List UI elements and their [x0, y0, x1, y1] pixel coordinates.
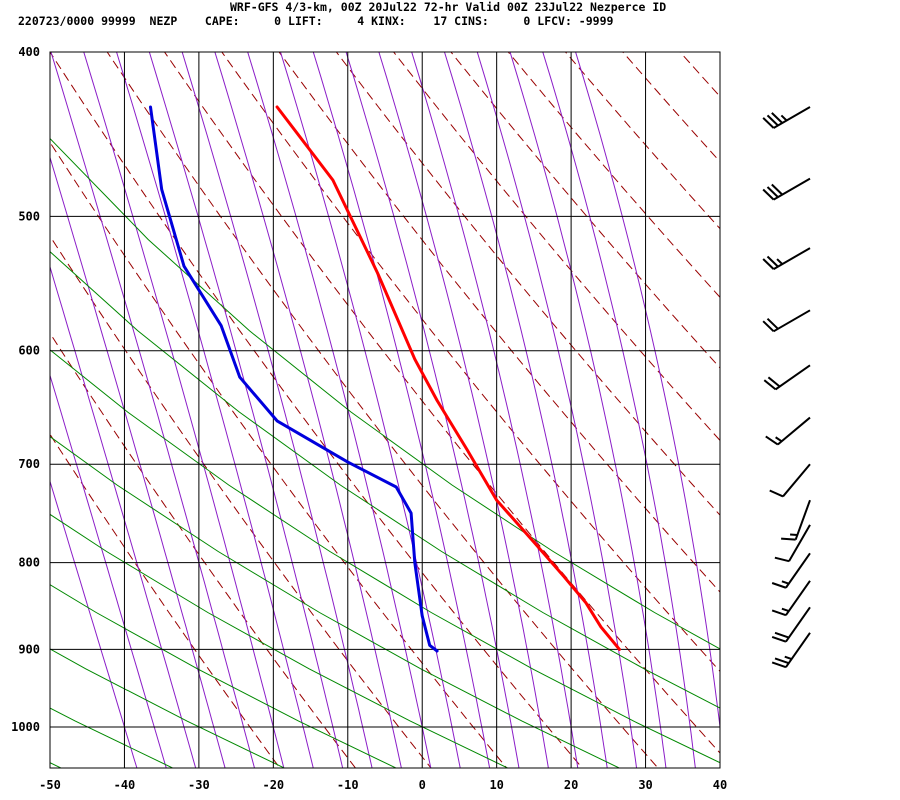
- y-tick-label: 1000: [11, 720, 40, 734]
- dry-adiabat: [564, 52, 720, 230]
- x-tick-label: -40: [114, 778, 136, 792]
- moist-adiabat: [312, 52, 491, 768]
- moist-adiabat: [279, 52, 461, 768]
- x-tick-label: 10: [489, 778, 503, 792]
- moist-adiabat: [50, 52, 256, 768]
- wind-barb: [762, 309, 811, 333]
- moist-adiabat: [214, 52, 402, 768]
- dry-adiabat: [50, 433, 281, 768]
- wind-barb: [762, 247, 811, 270]
- moist-adiabat: [378, 52, 549, 768]
- dry-adiabat: [622, 52, 720, 163]
- wind-barb: [762, 177, 811, 201]
- mixing-ratio-line: [50, 513, 509, 768]
- dry-adiabat: [50, 141, 508, 768]
- moist-adiabat: [50, 155, 226, 768]
- dry-adiabat: [703, 14, 900, 770]
- x-tick-labels: -50 -40 -30 -20 -10 0 10 20 30 40: [39, 778, 727, 792]
- moist-adiabat: [509, 52, 667, 768]
- sounding-indices: 220723/0000 99999 NEZP CAPE: 0 LIFT: 4 K…: [18, 14, 614, 28]
- sounding-traces: [149, 105, 621, 653]
- wind-barb: [762, 106, 811, 129]
- wind-barb: [774, 524, 811, 563]
- moist-adiabat: [411, 52, 579, 768]
- dry-adiabat: [50, 52, 583, 768]
- mixing-ratio-line: [50, 251, 720, 709]
- wind-barb: [771, 632, 811, 669]
- moist-adiabat: [148, 52, 344, 768]
- wind-barb: [769, 463, 811, 498]
- x-tick-label: 40: [713, 778, 727, 792]
- wind-barb: [771, 580, 811, 617]
- dewpoint-trace: [149, 105, 439, 653]
- plot-frame: [49, 51, 721, 769]
- moist-adiabat: [50, 265, 197, 768]
- wind-barb: [771, 606, 811, 643]
- chart-title: WRF-GFS 4/3-km, 00Z 20Jul22 72-hr Valid …: [230, 0, 667, 14]
- y-tick-labels: 400 500 600 700 800 900 1000: [11, 45, 40, 734]
- moist-adiabats: [50, 52, 720, 768]
- temperature-trace: [275, 105, 621, 651]
- y-tick-label: 700: [18, 457, 40, 471]
- wind-barbs: [762, 106, 811, 669]
- moist-adiabat: [542, 52, 696, 768]
- dry-adiabat: [450, 52, 720, 369]
- plot-grid: [50, 52, 720, 768]
- wind-barb: [771, 552, 811, 589]
- y-tick-label: 500: [18, 209, 40, 223]
- dry-adiabat: [335, 52, 720, 516]
- moist-adiabat: [443, 52, 608, 768]
- x-tick-label: 20: [564, 778, 578, 792]
- moist-adiabat: [50, 479, 138, 768]
- moist-adiabat: [116, 52, 314, 768]
- moist-adiabat: [50, 373, 167, 768]
- mixing-ratio-line: [50, 435, 621, 768]
- wind-barb: [763, 364, 811, 391]
- x-tick-label: -10: [337, 778, 359, 792]
- mixing-ratio-line: [50, 137, 720, 650]
- y-tick-label: 600: [18, 344, 40, 358]
- mixing-ratio-line: [50, 707, 174, 768]
- mixing-ratio-line: [50, 648, 286, 768]
- dry-adiabat: [392, 52, 720, 442]
- mixing-ratio-lines: [50, 137, 720, 768]
- dry-adiabat: [278, 52, 720, 593]
- dry-adiabat: [50, 332, 357, 768]
- mixing-ratio-line: [50, 584, 398, 768]
- moist-adiabat: [575, 52, 720, 732]
- x-tick-label: -20: [262, 778, 284, 792]
- y-tick-label: 900: [18, 642, 40, 656]
- moist-adiabat: [247, 52, 432, 768]
- x-tick-label: -30: [188, 778, 210, 792]
- dry-adiabat: [50, 235, 432, 768]
- x-tick-label: -50: [39, 778, 61, 792]
- x-tick-label: 0: [419, 778, 426, 792]
- dry-adiabat: [221, 52, 720, 673]
- dry-adiabats: [50, 14, 900, 770]
- dry-adiabat: [507, 52, 720, 299]
- dry-adiabat: [760, 14, 900, 770]
- wind-barb: [765, 416, 811, 446]
- dry-adiabat: [106, 52, 659, 768]
- wind-barb: [781, 499, 811, 541]
- moist-adiabat: [181, 52, 373, 768]
- moist-adiabat: [345, 52, 520, 768]
- x-tick-label: 30: [638, 778, 652, 792]
- y-tick-label: 800: [18, 556, 40, 570]
- mixing-ratio-line: [50, 349, 720, 764]
- moist-adiabat: [83, 52, 285, 768]
- moist-adiabat: [476, 52, 638, 768]
- y-tick-label: 400: [18, 45, 40, 59]
